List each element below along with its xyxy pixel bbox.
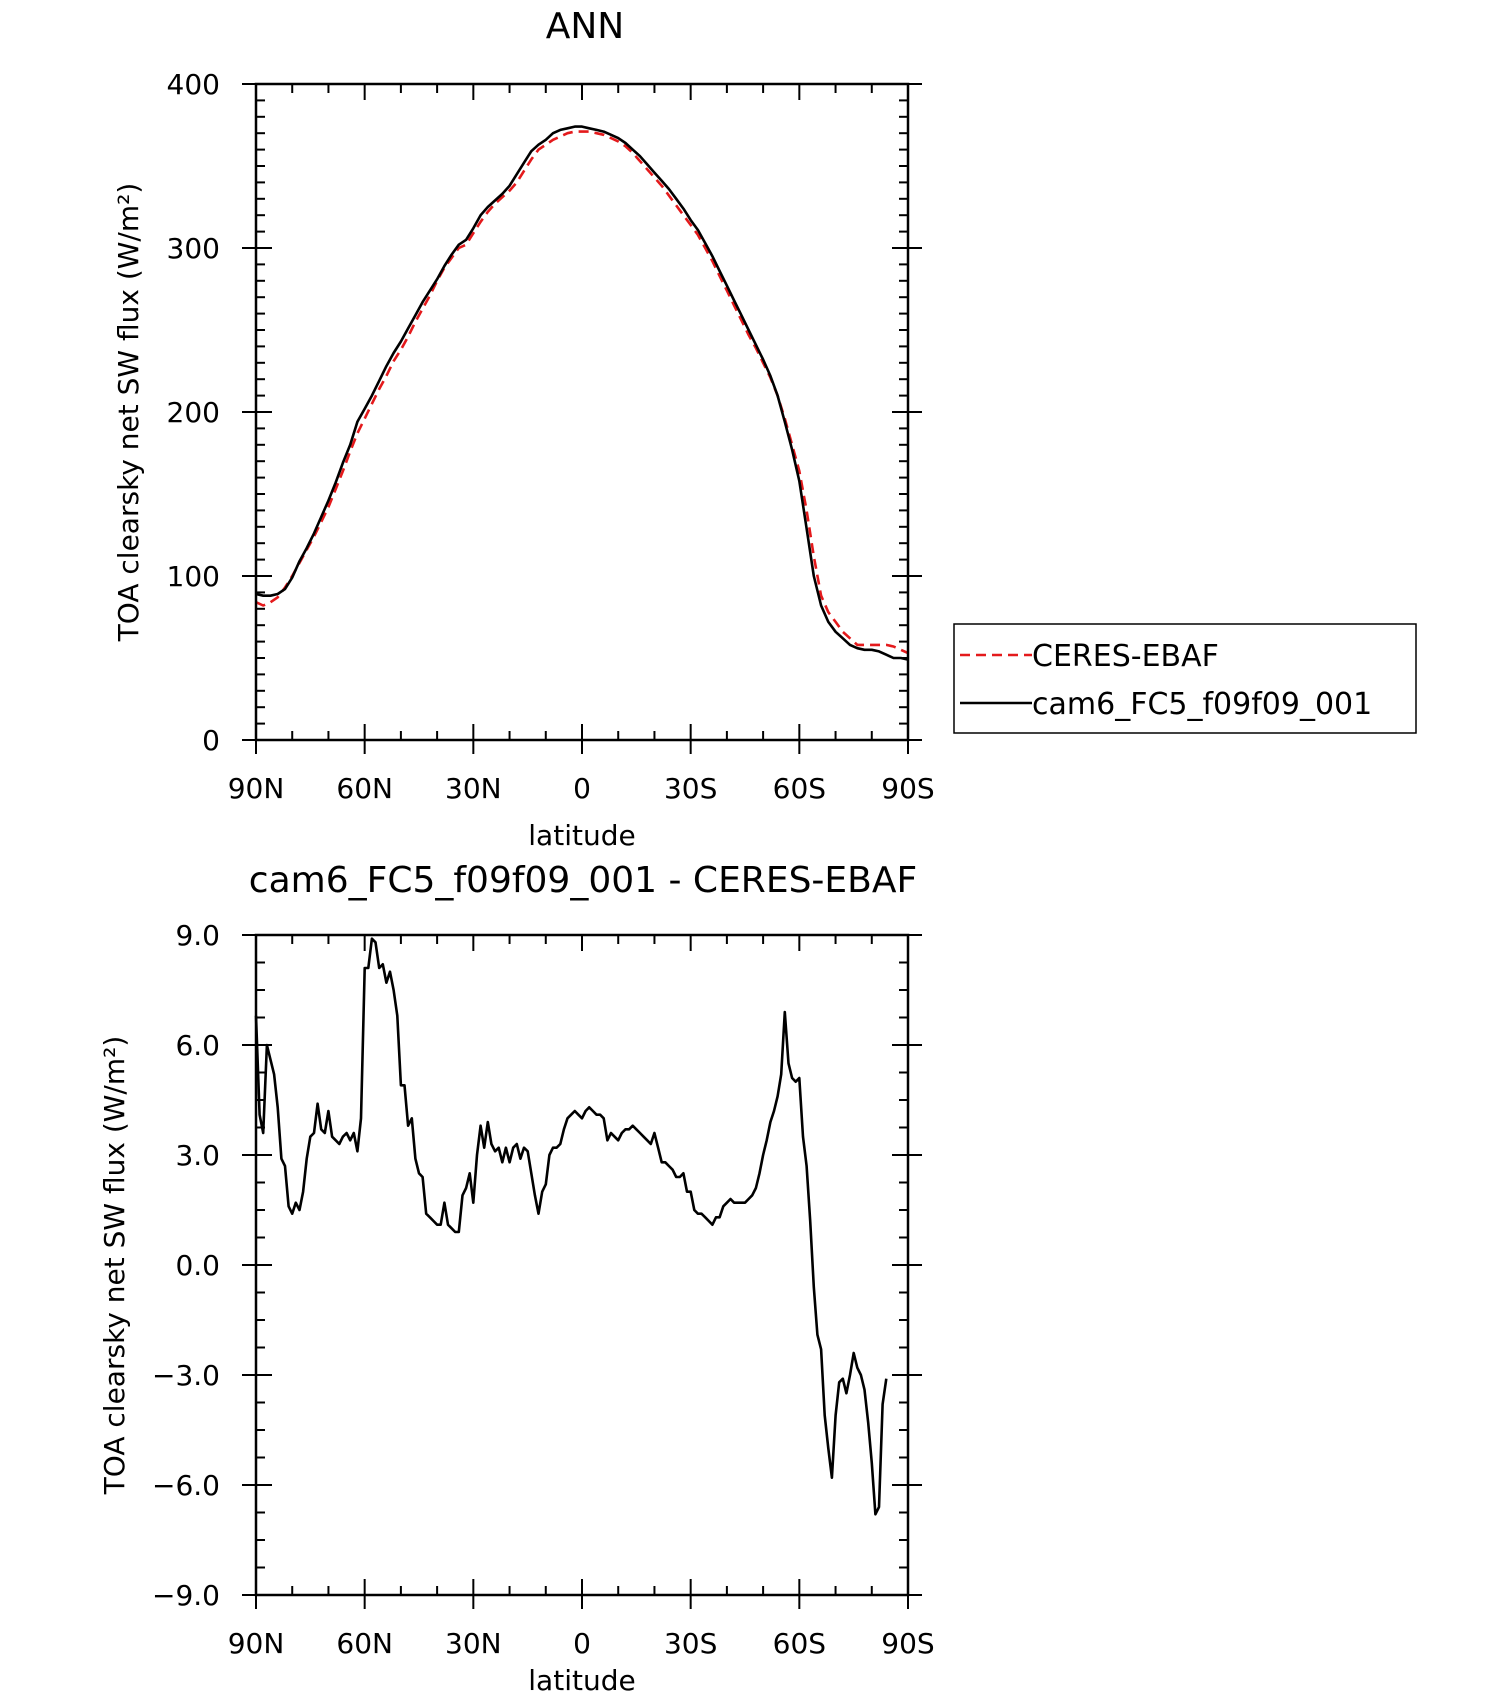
x-tick-label: 90S bbox=[881, 772, 934, 805]
x-tick-label: 60N bbox=[336, 772, 393, 805]
y-axis-label: TOA clearsky net SW flux (W/m²) bbox=[112, 183, 145, 643]
series-line-ceres-ebaf bbox=[255, 130, 909, 655]
x-tick-label: 90N bbox=[228, 1627, 285, 1660]
x-axis-label: latitude bbox=[528, 1664, 635, 1693]
y-tick-label: −9.0 bbox=[152, 1579, 220, 1612]
chart-title: cam6_FC5_f09f09_001 - CERES-EBAF bbox=[249, 860, 917, 901]
series-line-cam6-fc5-f09f09-001 bbox=[255, 125, 909, 661]
y-tick-label: 400 bbox=[167, 68, 220, 101]
legend-label-cam6: cam6_FC5_f09f09_001 bbox=[1032, 687, 1372, 722]
x-tick-label: 60S bbox=[773, 1627, 826, 1660]
y-tick-label: −3.0 bbox=[152, 1359, 220, 1392]
x-axis-label: latitude bbox=[528, 819, 635, 852]
x-tick-label: 90N bbox=[228, 772, 285, 805]
y-axis-label: TOA clearsky net SW flux (W/m²) bbox=[98, 1036, 131, 1496]
x-tick-label: 0 bbox=[573, 772, 591, 805]
plot-frame bbox=[254, 933, 910, 1597]
y-tick-label: 9.0 bbox=[175, 919, 220, 952]
x-tick-label: 90S bbox=[881, 1627, 934, 1660]
x-tick-label: 30S bbox=[664, 1627, 717, 1660]
top-chart-panel: ANN 90N 60N 30N 0 30S 60S 90S 0 100 200 300 400 lat… bbox=[112, 6, 935, 852]
y-tick-label: 0 bbox=[202, 724, 220, 757]
series-line-difference bbox=[254, 937, 888, 1516]
chart-title: ANN bbox=[546, 6, 625, 47]
y-tick-label: −6.0 bbox=[152, 1469, 220, 1502]
plot-frame bbox=[254, 82, 910, 742]
legend-box bbox=[953, 623, 1417, 734]
y-tick-label: 100 bbox=[167, 560, 220, 593]
y-tick-label: 6.0 bbox=[175, 1029, 220, 1062]
bottom-chart-panel: cam6_FC5_f09f09_001 - CERES-EBAF 90N 60N 3… bbox=[98, 860, 935, 1693]
x-tick-label: 60N bbox=[336, 1627, 393, 1660]
y-tick-label: 200 bbox=[167, 396, 220, 429]
x-tick-label: 0 bbox=[573, 1627, 591, 1660]
y-tick-label: 300 bbox=[167, 232, 220, 265]
legend: CERES-EBAF cam6_FC5_f09f09_001 bbox=[953, 623, 1417, 734]
y-tick-label: 0.0 bbox=[175, 1249, 220, 1282]
y-tick-label: 3.0 bbox=[175, 1139, 220, 1172]
x-tick-label: 30S bbox=[664, 772, 717, 805]
x-tick-label: 30N bbox=[445, 1627, 502, 1660]
x-tick-label: 30N bbox=[445, 772, 502, 805]
x-tick-label: 60S bbox=[773, 772, 826, 805]
legend-label-ceres: CERES-EBAF bbox=[1032, 639, 1219, 674]
